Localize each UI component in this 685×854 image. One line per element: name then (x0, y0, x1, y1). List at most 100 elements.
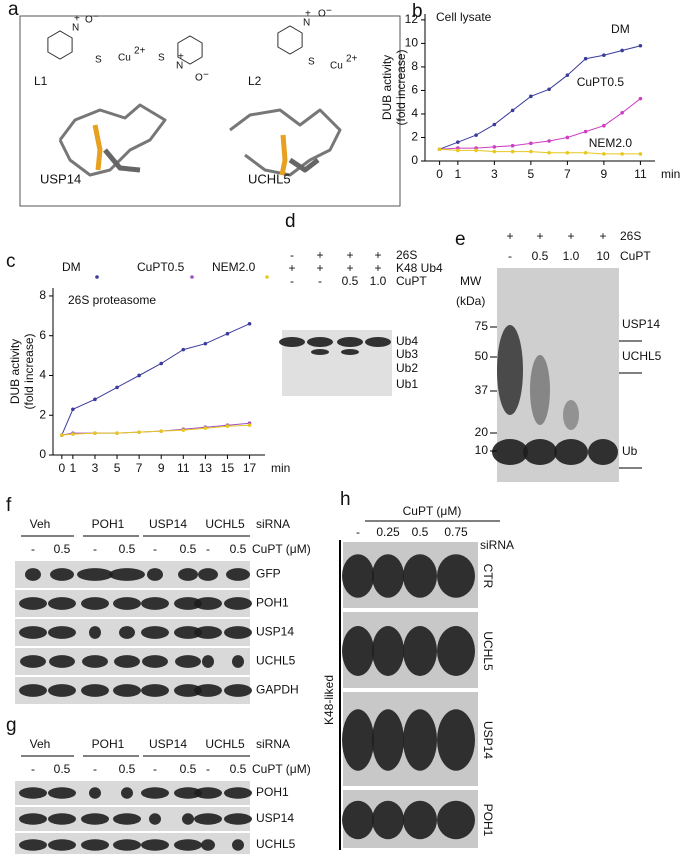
y-axis-label: (fold increase) (394, 49, 408, 125)
x-tick-label: 9 (601, 167, 608, 181)
x-tick-label: 0 (58, 461, 65, 475)
data-point (510, 108, 515, 113)
dose: - (356, 525, 360, 539)
band (198, 568, 218, 581)
series-line (439, 45, 641, 150)
legend-label: NEM2.0 (212, 260, 256, 274)
condition: + (316, 248, 323, 262)
band (174, 839, 202, 851)
atom: S (308, 57, 315, 68)
band (279, 337, 305, 347)
band (19, 839, 47, 851)
y-tick-label: 6 (411, 83, 418, 97)
band (19, 813, 47, 825)
protein-label: UCHL5 (248, 171, 291, 186)
blot-label: UCHL5 (256, 654, 296, 668)
smear (497, 325, 523, 415)
blot-label: UCHL5 (256, 837, 296, 851)
dose: 0.5 (180, 542, 197, 556)
y-tick-label: 0 (39, 447, 46, 461)
group-label: USP14 (149, 737, 187, 751)
data-point (474, 133, 478, 137)
atom: Cu (330, 61, 343, 72)
series-line (61, 424, 250, 436)
blot-label: POH1 (481, 804, 495, 837)
band-label: USP14 (622, 317, 660, 331)
band-label: Ub2 (396, 361, 418, 375)
group-label: UCHL5 (205, 517, 245, 531)
dose: 0.5 (230, 542, 247, 556)
panel-letter: d (285, 211, 296, 232)
legend-marker (265, 275, 269, 279)
band (119, 626, 135, 639)
panel-letter: f (6, 495, 12, 516)
y-tick-label: 8 (39, 288, 46, 302)
x-tick-label: 1 (455, 167, 462, 181)
legend-marker (95, 275, 99, 279)
band (25, 568, 41, 581)
x-tick-label: 9 (158, 461, 165, 475)
legend-label: DM (611, 22, 630, 36)
blot-label: GAPDH (256, 683, 299, 697)
data-point (492, 122, 497, 127)
ring (177, 35, 203, 65)
band (232, 839, 244, 851)
band (19, 787, 47, 799)
band (342, 554, 374, 598)
band (109, 568, 145, 581)
band (342, 709, 374, 771)
data-point (115, 385, 119, 390)
side-label: K48-liked (322, 675, 336, 725)
smear (563, 400, 579, 430)
band (141, 839, 169, 851)
data-point (247, 321, 252, 326)
band (194, 813, 222, 825)
dose: - (153, 542, 157, 556)
data-point (547, 150, 551, 155)
band (523, 439, 557, 465)
panel-letter: e (455, 229, 466, 250)
data-point (456, 148, 460, 153)
band (19, 597, 47, 610)
band (232, 655, 244, 668)
row-label: 26S (620, 229, 641, 243)
dose-title: CuPT (μM) (252, 762, 311, 776)
x-tick-label: 0 (436, 167, 443, 181)
ring (277, 25, 303, 55)
y-axis-label: DUB activity (380, 55, 394, 120)
dose: 0.5 (180, 762, 197, 776)
atom: N (72, 23, 79, 34)
panel-a-frame (19, 15, 401, 207)
panel-letter: c (6, 251, 16, 272)
band (194, 626, 222, 639)
atom: S (95, 55, 102, 66)
band (50, 568, 74, 581)
band (48, 684, 76, 697)
data-point (620, 48, 624, 53)
dose: - (31, 762, 35, 776)
condition: - (508, 249, 512, 263)
blot-label: UCHL5 (481, 631, 495, 671)
data-point (565, 73, 570, 77)
blot-label: GFP (256, 567, 281, 581)
x-tick-label: 15 (221, 461, 235, 475)
band (372, 626, 404, 676)
dose: 0.5 (119, 542, 136, 556)
band (141, 684, 169, 697)
x-tick-label: 5 (114, 461, 121, 475)
panel-letter: g (6, 715, 17, 736)
x-tick-label: 3 (92, 461, 99, 475)
band (226, 568, 250, 581)
dose: - (93, 542, 97, 556)
ring (47, 30, 73, 60)
atom: − (93, 12, 99, 23)
band-label: Ub (622, 444, 638, 458)
atom: − (203, 70, 209, 81)
mw-marker: 37 (475, 383, 489, 397)
band (48, 597, 76, 610)
data-point (159, 429, 164, 433)
structure (103, 148, 141, 173)
data-point (71, 432, 75, 436)
band (174, 787, 202, 799)
protein-label: USP14 (40, 171, 81, 186)
